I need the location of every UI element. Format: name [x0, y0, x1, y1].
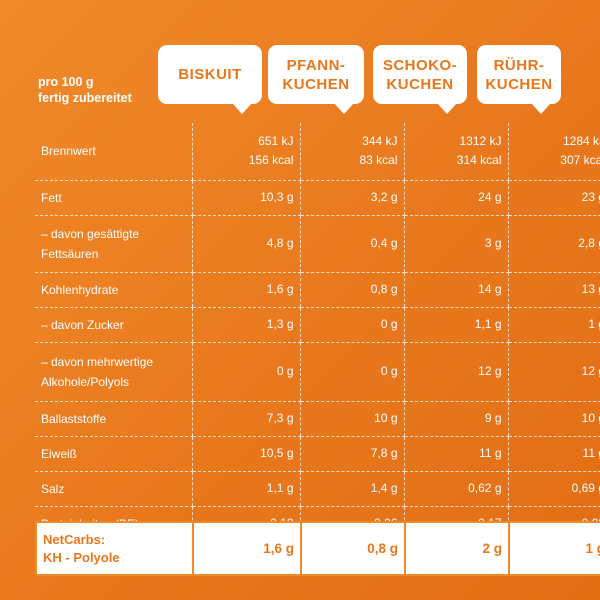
product-header-pfannkuchen: PFANN- KUCHEN: [268, 45, 364, 114]
table-cell: 11 g: [403, 436, 508, 472]
table-row: – davon Zucker 1,3 g 0 g 1,1 g 1 g: [35, 307, 600, 343]
table-cell: 1,1 g: [403, 307, 508, 343]
product-name-line-1: BISKUIT: [178, 66, 242, 83]
product-name-line-1: SCHOKO-: [382, 56, 458, 74]
table-cell: 0,62 g: [403, 471, 508, 507]
table-cell: 1 g: [507, 307, 600, 343]
table-cell: 24 g: [403, 180, 508, 216]
table-row: Kohlenhydrate 1,6 g 0,8 g 14 g 13 g: [35, 272, 600, 308]
table-row: Ballaststoffe 7,3 g 10 g 9 g 10 g: [35, 401, 600, 437]
netcarbs-summary-row: NetCarbs: KH - Polyole 1,6 g 0,8 g 2 g 1 …: [35, 521, 600, 576]
row-label: Salz: [35, 471, 192, 507]
table-cell: 11 g: [507, 436, 600, 472]
table-cell: 1,6 g: [191, 272, 300, 308]
table-row: Salz 1,1 g 1,4 g 0,62 g 0,69 g: [35, 471, 600, 507]
row-label: – davon mehrwertige Alkohole/Polyols: [35, 342, 192, 402]
table-row: Eiweiß 10,5 g 7,8 g 11 g 11 g: [35, 436, 600, 472]
table-cell: 10,5 g: [191, 436, 300, 472]
table-cell: 0 g: [299, 342, 404, 402]
table-cell: 7,8 g: [299, 436, 404, 472]
table-cell: 0 g: [191, 342, 300, 402]
table-intro: pro 100 g fertig zubereitet: [38, 74, 132, 106]
product-header-biskuit: BISKUIT: [158, 45, 262, 114]
row-label: Fett: [35, 180, 192, 216]
table-cell: 13 g: [507, 272, 600, 308]
netcarbs-value: 1 g: [508, 521, 600, 576]
table-cell: 0,4 g: [299, 215, 404, 273]
netcarbs-value: 1,6 g: [192, 521, 302, 576]
speech-bubble-tail-icon: [334, 103, 354, 114]
table-cell: 3 g: [403, 215, 508, 273]
row-label: Ballaststoffe: [35, 401, 192, 437]
table-cell: 10 g: [507, 401, 600, 437]
product-name-line-1: RÜHR-: [493, 56, 545, 74]
table-row: Fett 10,3 g 3,2 g 24 g 23 g: [35, 180, 600, 216]
nutrition-table: Brennwert 651 kJ 156 kcal 344 kJ 83 kcal 1…: [35, 123, 600, 541]
table-cell: 7,3 g: [191, 401, 300, 437]
row-label: Brennwert: [35, 123, 192, 181]
speech-bubble-tail-icon: [232, 103, 252, 114]
product-name-line-2: KUCHEN: [485, 75, 553, 93]
row-label: Kohlenhydrate: [35, 272, 192, 308]
table-cell: 9 g: [403, 401, 508, 437]
product-name-line-2: KUCHEN: [282, 75, 350, 93]
table-cell: 14 g: [403, 272, 508, 308]
table-cell: 10,3 g: [191, 180, 300, 216]
speech-bubble-tail-icon: [531, 103, 551, 114]
table-cell: 3,2 g: [299, 180, 404, 216]
table-cell: 4,8 g: [191, 215, 300, 273]
netcarbs-value: 0,8 g: [300, 521, 406, 576]
table-cell: 1284 kJ307 kcal: [507, 123, 600, 181]
table-cell: 1,4 g: [299, 471, 404, 507]
row-label: Eiweiß: [35, 436, 192, 472]
intro-line-1: pro 100 g: [38, 75, 94, 89]
intro-line-2: fertig zubereitet: [38, 91, 132, 105]
table-row: Brennwert 651 kJ 156 kcal 344 kJ 83 kcal 1…: [35, 123, 600, 181]
netcarbs-label: NetCarbs: KH - Polyole: [35, 521, 194, 576]
table-row: NetCarbs: KH - Polyole 1,6 g 0,8 g 2 g 1 …: [35, 521, 600, 576]
table-cell: 12 g: [507, 342, 600, 402]
netcarbs-value: 2 g: [404, 521, 510, 576]
table-cell: 0,69 g: [507, 471, 600, 507]
table-cell: 651 kJ 156 kcal: [191, 123, 300, 181]
table-row: – davon mehrwertige Alkohole/Polyols 0 g …: [35, 342, 600, 402]
table-row: – davon gesättigte Fettsäuren 4,8 g 0,4 g…: [35, 215, 600, 273]
product-name-line-2: KUCHEN: [386, 75, 454, 93]
product-header-schokokuchen: SCHOKO- KUCHEN: [373, 45, 467, 114]
table-cell: 0,8 g: [299, 272, 404, 308]
table-cell: 1312 kJ 314 kcal: [403, 123, 508, 181]
product-name-line-1: PFANN-: [286, 56, 346, 74]
product-header-ruehrkuchen: RÜHR- KUCHEN: [477, 45, 561, 114]
row-label: – davon gesättigte Fettsäuren: [35, 215, 192, 273]
row-label: – davon Zucker: [35, 307, 192, 343]
speech-bubble-tail-icon: [437, 103, 457, 114]
table-cell: 23 g: [507, 180, 600, 216]
table-cell: 1,1 g: [191, 471, 300, 507]
table-cell: 344 kJ 83 kcal: [299, 123, 404, 181]
table-cell: 12 g: [403, 342, 508, 402]
table-cell: 10 g: [299, 401, 404, 437]
table-cell: 1,3 g: [191, 307, 300, 343]
table-cell: 0 g: [299, 307, 404, 343]
table-cell: 2,8 g: [507, 215, 600, 273]
